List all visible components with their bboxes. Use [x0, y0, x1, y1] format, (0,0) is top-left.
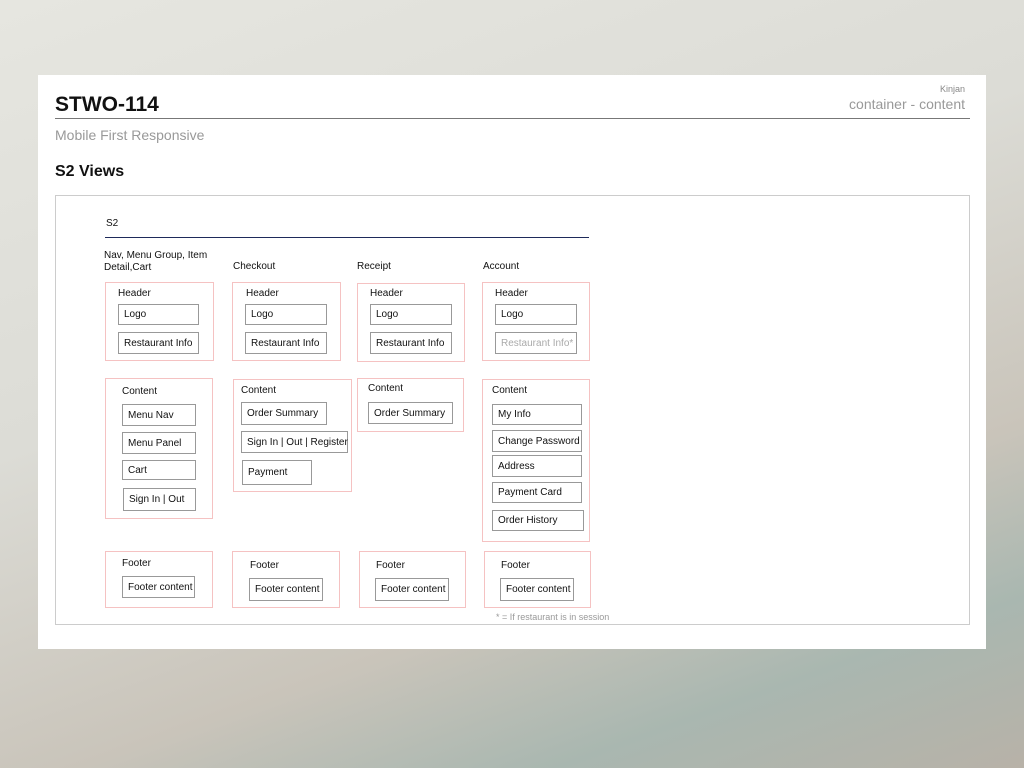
- component-cart: Cart: [122, 460, 196, 480]
- footer-section-box: [232, 551, 340, 608]
- header-section-box: [357, 283, 465, 362]
- page-label: container - content: [849, 96, 965, 112]
- header-section-title: Header: [246, 288, 279, 299]
- component-logo: Logo: [245, 304, 327, 325]
- diagram-name: S2: [106, 218, 119, 229]
- component-logo: Logo: [495, 304, 577, 325]
- footer-section-title: Footer: [250, 560, 279, 571]
- title-divider: [55, 118, 970, 119]
- component-menu-nav: Menu Nav: [122, 404, 196, 426]
- footer-section-title: Footer: [122, 558, 151, 569]
- component-footer-content: Footer content: [500, 578, 574, 601]
- footer-section-box: [484, 551, 591, 608]
- component-restaurant-info: Restaurant Info*: [495, 332, 577, 354]
- component-footer-content: Footer content: [249, 578, 323, 601]
- component-address: Address: [492, 455, 582, 477]
- component-footer-content: Footer content: [375, 578, 449, 601]
- component-order-history: Order History: [492, 510, 584, 531]
- column-title: Nav, Menu Group, Item Detail,Cart: [104, 250, 208, 273]
- component-sign-in-out-register: Sign In | Out | Register: [241, 431, 348, 453]
- header-section-title: Header: [495, 288, 528, 299]
- content-section-box: [233, 379, 352, 492]
- content-section-title: Content: [368, 383, 404, 394]
- footer-section-box: [359, 551, 466, 608]
- component-payment: Payment: [242, 460, 312, 485]
- content-section-title: Content: [492, 385, 528, 396]
- footnote: * = If restaurant is in session: [496, 612, 610, 622]
- page-title: STWO-114: [55, 93, 159, 116]
- column-title: Account: [483, 261, 520, 272]
- component-restaurant-info: Restaurant Info: [245, 332, 327, 354]
- header-section-box: [482, 282, 590, 361]
- component-restaurant-info: Restaurant Info: [370, 332, 452, 354]
- component-logo: Logo: [370, 304, 452, 325]
- component-menu-panel: Menu Panel: [122, 432, 196, 454]
- content-section-title: Content: [241, 385, 277, 396]
- column-title: Checkout: [233, 261, 276, 272]
- author: Kinjan: [939, 84, 965, 94]
- component-sign-in-out: Sign In | Out: [123, 488, 196, 511]
- content-section-box: [357, 378, 464, 432]
- header-section-box: [105, 282, 214, 361]
- content-section-title: Content: [122, 386, 158, 397]
- component-order-summary: Order Summary: [241, 402, 327, 425]
- footer-section-title: Footer: [376, 560, 405, 571]
- component-footer-content: Footer content: [122, 576, 195, 598]
- component-payment-card: Payment Card: [492, 482, 582, 503]
- content-section-box: [482, 379, 590, 542]
- diagram-frame: [55, 195, 970, 625]
- header-section-box: [232, 282, 341, 361]
- component-order-summary: Order Summary: [368, 402, 453, 424]
- document-page: STWO-114 Kinjan container - content Mobi…: [38, 75, 986, 649]
- diagram-divider: [105, 237, 589, 238]
- footer-section-box: [105, 551, 213, 608]
- page-subtitle: Mobile First Responsive: [55, 127, 205, 143]
- component-restaurant-info: Restaurant Info: [118, 332, 199, 354]
- component-my-info: My Info: [492, 404, 582, 425]
- footer-section-title: Footer: [501, 560, 530, 571]
- component-logo: Logo: [118, 304, 199, 325]
- content-section-box: [105, 378, 213, 519]
- column-title: Receipt: [357, 261, 391, 272]
- component-change-password: Change Password: [492, 430, 582, 452]
- header-section-title: Header: [370, 288, 403, 299]
- section-title: S2 Views: [55, 163, 125, 180]
- header-section-title: Header: [118, 288, 151, 299]
